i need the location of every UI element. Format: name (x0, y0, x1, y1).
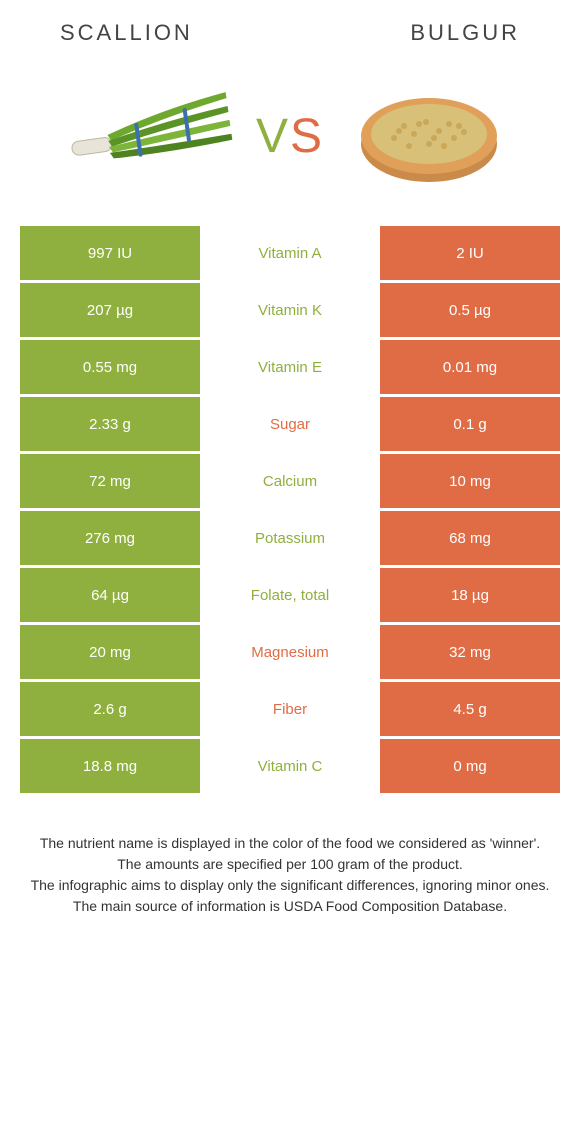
right-value: 18 µg (380, 568, 560, 622)
left-value: 20 mg (20, 625, 200, 679)
nutrient-label: Vitamin K (200, 283, 380, 337)
header: SCALLION BULGUR (0, 0, 580, 56)
footnote-line: The nutrient name is displayed in the co… (20, 833, 560, 854)
vs-s-letter: S (290, 110, 324, 163)
left-food-title: SCALLION (60, 20, 193, 46)
nutrient-label: Vitamin C (200, 739, 380, 793)
right-value: 0.5 µg (380, 283, 560, 337)
right-value: 68 mg (380, 511, 560, 565)
right-value: 10 mg (380, 454, 560, 508)
nutrient-label: Potassium (200, 511, 380, 565)
left-value: 276 mg (20, 511, 200, 565)
left-value: 2.6 g (20, 682, 200, 736)
vs-label: VS (256, 109, 324, 164)
table-row: 18.8 mgVitamin C0 mg (20, 739, 560, 793)
right-value: 4.5 g (380, 682, 560, 736)
right-value: 0 mg (380, 739, 560, 793)
left-value: 207 µg (20, 283, 200, 337)
nutrient-label: Calcium (200, 454, 380, 508)
right-value: 0.01 mg (380, 340, 560, 394)
vs-v-letter: V (256, 110, 290, 163)
footnote: The nutrient name is displayed in the co… (20, 833, 560, 917)
table-row: 64 µgFolate, total18 µg (20, 568, 560, 622)
left-value: 18.8 mg (20, 739, 200, 793)
bulgur-image (344, 76, 514, 196)
left-value: 2.33 g (20, 397, 200, 451)
left-value: 997 IU (20, 226, 200, 280)
table-row: 2.6 gFiber4.5 g (20, 682, 560, 736)
footnote-line: The amounts are specified per 100 gram o… (20, 854, 560, 875)
right-food-title: BULGUR (410, 20, 520, 46)
nutrient-label: Vitamin E (200, 340, 380, 394)
right-value: 32 mg (380, 625, 560, 679)
nutrient-label: Vitamin A (200, 226, 380, 280)
nutrient-table: 997 IUVitamin A2 IU207 µgVitamin K0.5 µg… (20, 226, 560, 793)
table-row: 2.33 gSugar0.1 g (20, 397, 560, 451)
footnote-line: The infographic aims to display only the… (20, 875, 560, 896)
nutrient-label: Sugar (200, 397, 380, 451)
nutrient-label: Magnesium (200, 625, 380, 679)
nutrient-label: Fiber (200, 682, 380, 736)
table-row: 72 mgCalcium10 mg (20, 454, 560, 508)
table-row: 997 IUVitamin A2 IU (20, 226, 560, 280)
left-value: 0.55 mg (20, 340, 200, 394)
table-row: 20 mgMagnesium32 mg (20, 625, 560, 679)
scallion-image (66, 76, 236, 196)
table-row: 207 µgVitamin K0.5 µg (20, 283, 560, 337)
nutrient-label: Folate, total (200, 568, 380, 622)
table-row: 0.55 mgVitamin E0.01 mg (20, 340, 560, 394)
right-value: 2 IU (380, 226, 560, 280)
footnote-line: The main source of information is USDA F… (20, 896, 560, 917)
table-row: 276 mgPotassium68 mg (20, 511, 560, 565)
vs-row: VS (0, 56, 580, 226)
left-value: 72 mg (20, 454, 200, 508)
left-value: 64 µg (20, 568, 200, 622)
right-value: 0.1 g (380, 397, 560, 451)
